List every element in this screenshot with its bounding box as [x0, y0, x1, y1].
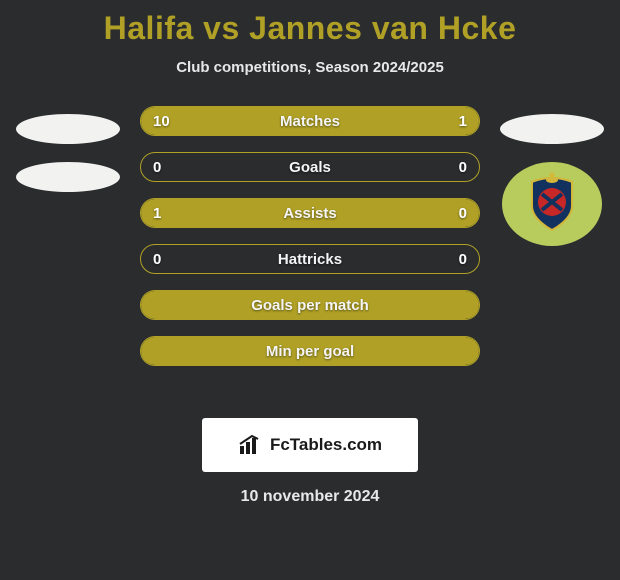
left-player-badges	[8, 106, 128, 210]
stat-row: 10Assists	[140, 198, 480, 228]
stat-value-left: 0	[153, 153, 161, 181]
stat-row: 0 0Hattricks	[140, 244, 480, 274]
brand-box: FcTables.com	[202, 418, 418, 472]
stat-row: 101Matches	[140, 106, 480, 136]
stat-fill	[141, 291, 479, 319]
stat-row: Goals per match	[140, 290, 480, 320]
right-country-placeholder	[500, 114, 604, 144]
stat-value-right: 1	[459, 107, 467, 135]
right-club-badge	[502, 162, 602, 246]
right-player-badges	[492, 106, 612, 252]
stat-fill	[141, 337, 479, 365]
brand-text: FcTables.com	[270, 435, 382, 455]
date-text: 10 november 2024	[0, 488, 620, 506]
stat-value-left: 10	[153, 107, 170, 135]
left-club-placeholder	[16, 162, 120, 192]
stat-fill-right	[405, 107, 479, 135]
page-title: Halifa vs Jannes van Hcke	[0, 0, 620, 47]
stat-value-right: 0	[459, 153, 467, 181]
stat-value-left: 0	[153, 245, 161, 273]
stat-row: 0 0Goals	[140, 152, 480, 182]
club-crest-icon	[520, 172, 584, 236]
stat-label: Hattricks	[141, 245, 479, 273]
stat-label: Goals	[141, 153, 479, 181]
stat-value-left: 1	[153, 199, 161, 227]
stat-bars: 101Matches00Goals10Assists00HattricksGoa…	[140, 106, 480, 382]
brand-chart-icon	[238, 434, 264, 456]
stat-value-right: 0	[459, 199, 467, 227]
subtitle: Club competitions, Season 2024/2025	[0, 59, 620, 76]
left-country-placeholder	[16, 114, 120, 144]
stat-row: Min per goal	[140, 336, 480, 366]
stat-fill-left	[141, 107, 405, 135]
stat-value-right: 0	[459, 245, 467, 273]
stats-area: 101Matches00Goals10Assists00HattricksGoa…	[0, 106, 620, 406]
stat-fill	[141, 199, 479, 227]
